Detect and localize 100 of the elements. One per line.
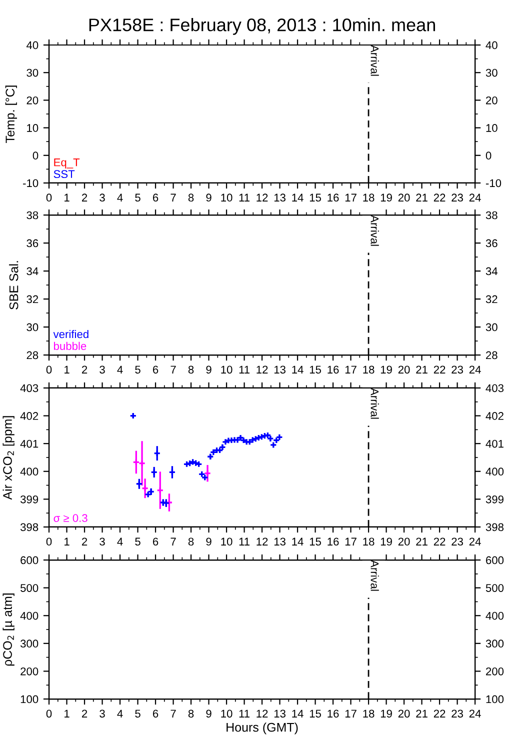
x-tick-label: 0 <box>46 710 52 718</box>
y-axis-title: Air xCO$_{2}$ [ppm] <box>2 416 14 500</box>
x-tick-label: 24 <box>469 366 481 374</box>
chart-title: PX158E : February 08, 2013 : 10min. mean <box>89 18 436 35</box>
x-tick-label: 1 <box>64 538 70 546</box>
y-tick-label: 500 <box>20 584 38 592</box>
x-tick-label: 4 <box>117 710 123 718</box>
x-tick-label: 23 <box>452 538 463 546</box>
x-tick-label: 21 <box>416 538 428 546</box>
x-tick-label: 5 <box>135 538 140 546</box>
x-tick-label: 16 <box>328 538 339 546</box>
x-tick-label: 22 <box>434 366 446 374</box>
x-tick-label: 7 <box>170 710 176 718</box>
x-tick-label: 9 <box>206 538 212 546</box>
y2-tick-label: 100 <box>486 695 504 704</box>
ref-line-label: Arrival <box>370 560 379 591</box>
x-tick-label: 3 <box>100 538 105 546</box>
x-tick-label: 17 <box>345 710 356 718</box>
x-tick-label: 22 <box>434 538 446 546</box>
x-tick-label: 19 <box>380 366 392 374</box>
y2-tick-label: 200 <box>486 667 504 676</box>
x-tick-label: 1 <box>64 710 70 718</box>
text: σ ≥ 0.3 <box>54 514 88 522</box>
y2-tick-label: 0 <box>486 152 492 160</box>
x-tick-label: 20 <box>398 366 410 374</box>
x-tick-label: 23 <box>452 194 463 202</box>
y-axis-title: ρCO$_{2}$ [µ atm] <box>2 594 14 666</box>
x-tick-label: 13 <box>274 194 286 202</box>
y-tick-label: 30 <box>26 323 38 332</box>
x-tick-label: 21 <box>416 194 428 202</box>
y-tick-label: 32 <box>26 295 38 304</box>
y-tick-label: 401 <box>20 440 38 448</box>
x-tick-label: 7 <box>170 194 176 202</box>
x-tick-label: 8 <box>188 538 194 546</box>
x-tick-label: 5 <box>135 710 140 718</box>
y-tick-label: 100 <box>20 695 38 704</box>
y-tick-label: 28 <box>26 351 38 360</box>
x-tick-label: 15 <box>310 710 321 718</box>
x-tick-label: 9 <box>206 194 212 202</box>
x-tick-label: 10 <box>221 366 232 374</box>
y-tick-label: 30 <box>26 68 38 77</box>
y-tick-label: 300 <box>20 640 38 648</box>
y2-tick-label: 402 <box>486 412 504 420</box>
x-tick-label: 8 <box>188 194 194 202</box>
x-tick-label: 18 <box>363 538 374 546</box>
y-tick-label: -10 <box>23 179 38 188</box>
x-axis-title: Hours (GMT) <box>226 722 298 734</box>
y-tick-label: 38 <box>26 211 38 220</box>
y2-tick-label: 500 <box>486 584 504 592</box>
y-tick-label: 0 <box>32 152 38 160</box>
legend-label: SST <box>54 170 75 178</box>
x-tick-label: 6 <box>153 194 158 202</box>
x-tick-label: 8 <box>188 710 194 718</box>
x-tick-label: 21 <box>416 366 428 374</box>
x-tick-label: 11 <box>239 538 250 546</box>
y-tick-label: 600 <box>20 556 38 564</box>
legend-label: Eq_T <box>54 158 80 168</box>
x-tick-label: 24 <box>469 538 481 546</box>
y-axis-title: Temp. [°C] <box>5 86 17 143</box>
y-tick-label: 40 <box>26 41 38 50</box>
x-tick-label: 12 <box>256 710 268 718</box>
x-tick-label: 2 <box>82 366 88 374</box>
x-tick-label: 17 <box>345 194 356 202</box>
y2-tick-label: 10 <box>486 124 498 132</box>
x-tick-label: 16 <box>328 194 339 202</box>
x-tick-label: 22 <box>434 194 446 202</box>
x-tick-label: 16 <box>328 366 339 374</box>
x-tick-label: 7 <box>170 538 176 546</box>
y-tick-label: 200 <box>20 667 38 676</box>
x-tick-label: 24 <box>469 194 481 202</box>
x-tick-label: 23 <box>452 710 463 718</box>
x-tick-label: 18 <box>363 366 374 374</box>
y2-tick-label: 38 <box>486 211 498 220</box>
x-tick-label: 11 <box>239 366 250 374</box>
x-tick-label: 14 <box>292 710 304 718</box>
y-tick-label: 403 <box>20 384 38 392</box>
y2-tick-label: 399 <box>486 495 504 504</box>
x-tick-label: 4 <box>117 366 123 374</box>
ref-line-label: Arrival <box>370 388 379 419</box>
x-tick-label: 17 <box>345 538 356 546</box>
y2-tick-label: 28 <box>486 351 498 360</box>
y-tick-label: 399 <box>20 495 38 504</box>
y2-tick-label: 40 <box>486 41 498 50</box>
y2-tick-label: 30 <box>486 323 498 332</box>
x-tick-label: 19 <box>380 710 392 718</box>
x-tick-label: 1 <box>64 366 70 374</box>
x-tick-label: 6 <box>153 366 158 374</box>
x-tick-label: 15 <box>310 366 321 374</box>
y-tick-label: 402 <box>20 412 38 420</box>
y-tick-label: 10 <box>27 124 38 132</box>
x-tick-label: 3 <box>100 366 105 374</box>
x-tick-label: 3 <box>100 710 105 718</box>
x-tick-label: 4 <box>117 538 123 546</box>
y-tick-label: 36 <box>26 239 38 248</box>
x-tick-label: 9 <box>206 366 212 374</box>
x-tick-label: 13 <box>274 366 286 374</box>
y2-tick-label: 401 <box>486 440 504 448</box>
y-axis-title: SBE Sal. <box>9 261 18 310</box>
y2-tick-label: 34 <box>486 267 498 276</box>
y2-tick-label: 600 <box>486 556 504 564</box>
